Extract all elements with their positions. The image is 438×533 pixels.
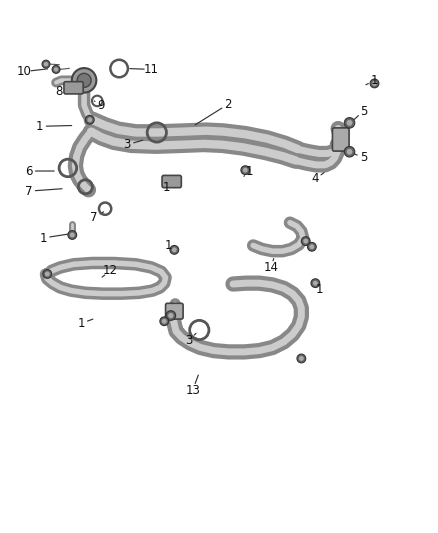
Circle shape — [168, 313, 173, 318]
Circle shape — [311, 279, 320, 287]
Circle shape — [307, 243, 316, 251]
Text: 2: 2 — [224, 98, 232, 111]
Text: 3: 3 — [186, 334, 193, 346]
Text: 1: 1 — [35, 120, 43, 133]
Text: 1: 1 — [246, 165, 254, 177]
Circle shape — [52, 66, 60, 74]
FancyBboxPatch shape — [64, 82, 83, 94]
Text: 7: 7 — [90, 211, 98, 224]
Text: 7: 7 — [25, 184, 32, 198]
Text: 5: 5 — [360, 104, 367, 117]
Circle shape — [303, 239, 308, 244]
Text: 13: 13 — [185, 384, 200, 397]
Text: 4: 4 — [311, 172, 319, 185]
Circle shape — [297, 354, 306, 363]
Circle shape — [70, 232, 75, 237]
Circle shape — [301, 237, 310, 246]
Circle shape — [344, 147, 355, 157]
Text: 1: 1 — [165, 239, 173, 252]
Text: 11: 11 — [144, 63, 159, 76]
Circle shape — [160, 317, 169, 326]
Circle shape — [77, 74, 91, 87]
Circle shape — [43, 270, 52, 278]
Circle shape — [370, 79, 379, 88]
Circle shape — [241, 166, 250, 174]
Circle shape — [313, 281, 318, 286]
Circle shape — [68, 231, 77, 239]
Circle shape — [87, 117, 92, 122]
Text: 8: 8 — [56, 85, 63, 98]
Circle shape — [172, 247, 177, 252]
Circle shape — [45, 271, 49, 276]
Circle shape — [344, 118, 355, 128]
Circle shape — [44, 62, 48, 66]
Circle shape — [170, 246, 179, 254]
Text: 12: 12 — [103, 264, 118, 277]
FancyBboxPatch shape — [162, 175, 181, 188]
Circle shape — [346, 149, 353, 155]
Circle shape — [42, 60, 50, 68]
Circle shape — [372, 81, 377, 86]
Text: 1: 1 — [77, 317, 85, 330]
Circle shape — [309, 245, 314, 249]
Text: 14: 14 — [263, 261, 278, 274]
Circle shape — [162, 319, 166, 324]
Circle shape — [85, 115, 94, 124]
Text: 10: 10 — [17, 65, 32, 78]
Text: 1: 1 — [316, 283, 324, 296]
Text: 1: 1 — [371, 74, 378, 87]
Text: 9: 9 — [97, 99, 105, 112]
Text: 6: 6 — [25, 165, 32, 177]
Circle shape — [72, 68, 96, 93]
Circle shape — [299, 356, 304, 361]
Text: 3: 3 — [124, 138, 131, 151]
Circle shape — [243, 168, 248, 173]
Text: 1: 1 — [162, 181, 170, 194]
Text: 1: 1 — [39, 231, 47, 245]
FancyBboxPatch shape — [166, 303, 183, 319]
Text: 5: 5 — [360, 151, 367, 164]
Circle shape — [166, 311, 176, 320]
FancyBboxPatch shape — [332, 128, 349, 151]
Circle shape — [54, 67, 58, 71]
Circle shape — [346, 120, 353, 126]
